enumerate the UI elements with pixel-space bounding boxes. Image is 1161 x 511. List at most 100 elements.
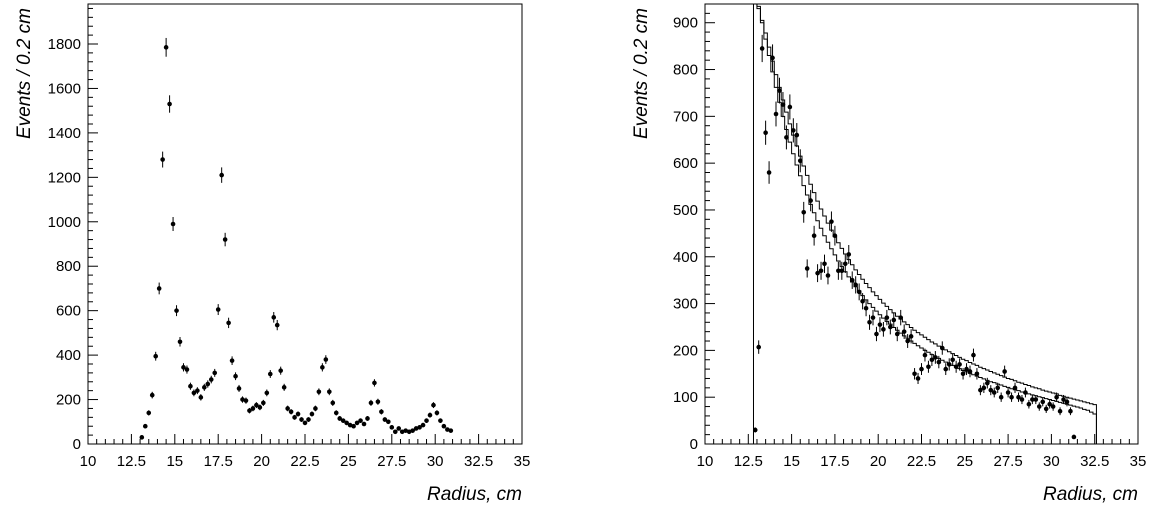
data-point [888, 324, 893, 330]
x-axis-title: Radius, cm [1043, 484, 1138, 505]
data-point [801, 209, 807, 215]
data-point [974, 371, 980, 377]
data-point [881, 327, 886, 332]
data-point [777, 88, 782, 93]
data-point [1043, 406, 1049, 412]
data-point [836, 268, 841, 274]
data-point [445, 427, 450, 432]
data-point [365, 416, 370, 421]
data-point [417, 425, 422, 430]
y-tick-label: 400 [673, 249, 698, 266]
data-point [1012, 385, 1018, 391]
data-point [953, 364, 959, 370]
data-point [950, 357, 955, 363]
data-point [288, 409, 294, 415]
y-tick-label: 600 [56, 303, 81, 320]
data-point [905, 338, 910, 344]
data-point [278, 368, 283, 373]
y-tick-label: 1400 [48, 125, 81, 142]
data-point [922, 352, 928, 358]
data-point [413, 426, 419, 431]
data-point [912, 371, 917, 377]
data-point [184, 367, 190, 372]
data-point [780, 102, 786, 107]
y-tick-label: 200 [56, 392, 81, 409]
data-point [1033, 397, 1039, 402]
data-point [177, 339, 183, 345]
data-point [399, 429, 405, 435]
data-point [842, 261, 848, 267]
data-point [988, 387, 994, 393]
data-point [991, 390, 997, 395]
y-tick-label: 900 [673, 15, 698, 32]
data-point [926, 364, 931, 370]
data-point [1026, 401, 1032, 407]
data-point [1019, 397, 1025, 402]
data-point [908, 334, 914, 339]
data-point [333, 410, 339, 416]
histogram-step-line [752, 4, 1097, 444]
data-point [181, 365, 186, 370]
data-point [320, 365, 325, 370]
data-point [957, 362, 962, 367]
data-point [915, 376, 921, 381]
data-point [856, 289, 862, 295]
data-point [759, 46, 765, 51]
data-point [174, 308, 179, 313]
data-point [340, 418, 346, 423]
data-point [1002, 369, 1007, 374]
data-point [406, 429, 412, 435]
data-point [195, 388, 200, 393]
data-point [424, 418, 429, 423]
data-point [874, 331, 879, 337]
data-point [167, 101, 172, 107]
data-point [403, 428, 408, 433]
x-tick-label: 30 [1043, 453, 1060, 470]
x-tick-label: 25 [956, 453, 973, 470]
plot-area [752, 4, 1097, 444]
data-point [188, 383, 193, 389]
data-point [839, 268, 845, 274]
data-point [822, 261, 827, 267]
y-tick-label: 600 [673, 155, 698, 172]
data-point [870, 315, 876, 320]
data-point [285, 406, 290, 411]
left-panel: 10 12.5 15 17.5 20 22.5 25 27.5 30 32.5 35 0 200 400 6… [14, 3, 530, 505]
data-point [964, 366, 969, 372]
x-tick-label: 22.5 [907, 453, 936, 470]
data-point [448, 428, 454, 433]
data-point [1036, 404, 1042, 409]
x-tick-label: 15 [166, 453, 183, 470]
y-tick-label: 300 [673, 296, 698, 313]
data-point [939, 345, 945, 351]
data-point [1054, 394, 1059, 400]
y-tick-label: 1600 [48, 80, 81, 97]
data-point [156, 286, 162, 291]
data-point [1030, 397, 1035, 402]
data-point [1040, 399, 1046, 405]
data-point [936, 359, 942, 365]
data-point [967, 369, 973, 374]
plot-frame [87, 3, 523, 445]
data-point [1061, 397, 1066, 402]
data-point [327, 389, 332, 395]
data-point [295, 411, 301, 417]
data-point [292, 415, 297, 420]
data-point [438, 418, 443, 423]
data-point [202, 385, 207, 390]
data-point [784, 135, 789, 140]
data-point [229, 358, 235, 363]
data-point [274, 322, 280, 328]
x-tick-label: 30 [427, 453, 444, 470]
data-point [1057, 408, 1063, 414]
data-point [354, 420, 360, 426]
data-point [431, 402, 436, 408]
data-point [309, 411, 315, 417]
data-point [978, 387, 983, 393]
y-tick-label: 100 [673, 389, 698, 406]
plot-area [139, 37, 454, 440]
x-tick-label: 27.5 [377, 453, 406, 470]
y-tick-label: 500 [673, 202, 698, 219]
y-tick-label: 1200 [48, 169, 81, 186]
data-point [787, 104, 793, 110]
